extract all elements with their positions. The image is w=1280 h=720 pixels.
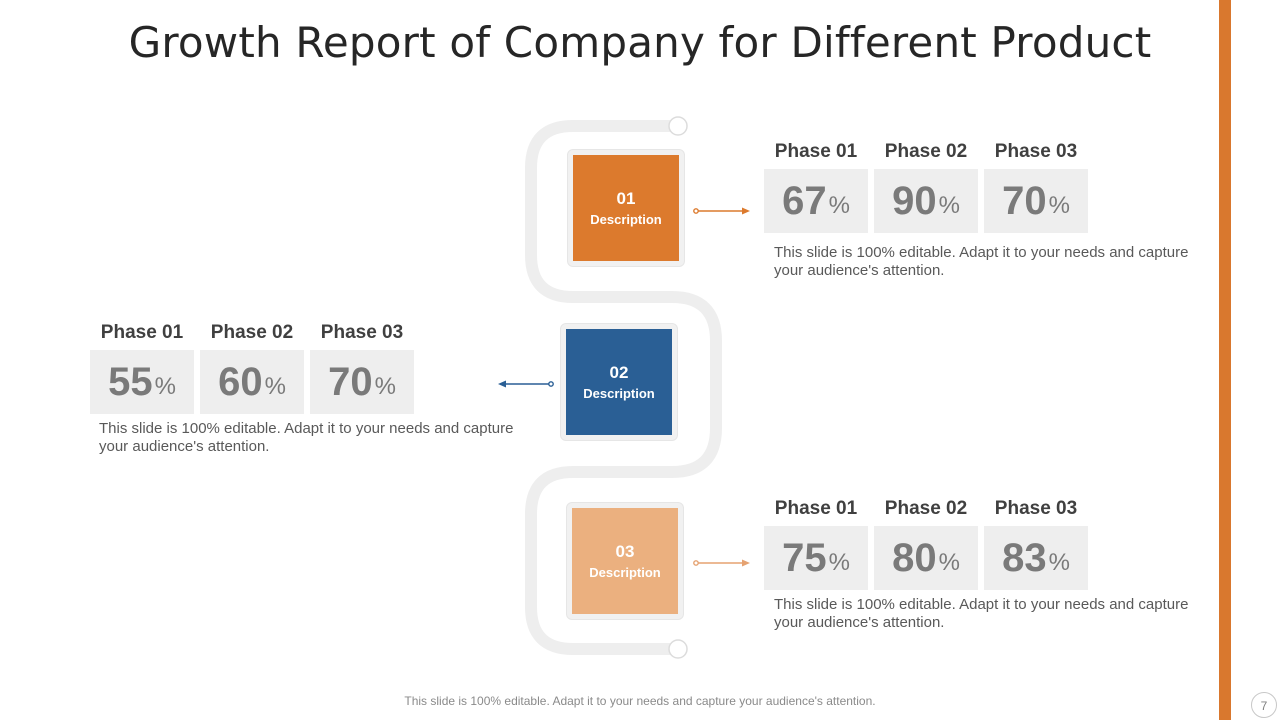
arrow-03 [693, 559, 750, 567]
phase-item: Phase 02 60% [200, 322, 304, 414]
arrow-02 [498, 380, 554, 388]
phase-label: Phase 02 [884, 141, 968, 162]
card-03: 03 Description [567, 503, 683, 619]
phase-label: Phase 01 [774, 141, 858, 162]
phase-item: Phase 02 90% [874, 141, 978, 233]
phase-value-box: 55% [90, 350, 194, 414]
phase-item: Phase 01 55% [90, 322, 194, 414]
phase-item: Phase 02 80% [874, 498, 978, 590]
phase-label: Phase 03 [320, 322, 404, 343]
phase-value: 67 [782, 178, 827, 223]
phase-unit: % [154, 373, 176, 400]
phase-unit: % [828, 549, 850, 576]
phase-value-box: 70% [310, 350, 414, 414]
card-02-number: 02 [609, 363, 629, 382]
phase-value-box: 70% [984, 169, 1088, 233]
phase-unit: % [374, 373, 396, 400]
accent-side-bar [1219, 0, 1231, 720]
phase-label: Phase 01 [100, 322, 184, 343]
phase-value: 75 [782, 535, 827, 580]
note-01: This slide is 100% editable. Adapt it to… [774, 244, 1189, 279]
page-number: 7 [1251, 692, 1277, 718]
note-03: This slide is 100% editable. Adapt it to… [774, 596, 1189, 631]
note-02: This slide is 100% editable. Adapt it to… [99, 420, 514, 455]
card-03-number: 03 [615, 542, 635, 561]
phase-unit: % [938, 549, 960, 576]
phase-value-box: 67% [764, 169, 868, 233]
phase-value: 70 [1002, 178, 1047, 223]
phase-label: Phase 02 [210, 322, 294, 343]
path-end-node [668, 639, 688, 659]
phase-unit: % [828, 192, 850, 219]
card-01: 01 Description [568, 150, 684, 266]
card-02: 02 Description [561, 324, 677, 440]
phase-label: Phase 02 [884, 498, 968, 519]
phase-unit: % [938, 192, 960, 219]
card-02-label: Description [583, 386, 655, 401]
phase-label: Phase 01 [774, 498, 858, 519]
phase-value: 80 [892, 535, 937, 580]
phase-item: Phase 03 83% [984, 498, 1088, 590]
phase-value: 70 [328, 359, 373, 404]
card-03-label: Description [589, 565, 661, 580]
phase-value-box: 90% [874, 169, 978, 233]
phase-value-box: 83% [984, 526, 1088, 590]
phase-label: Phase 03 [994, 498, 1078, 519]
phase-unit: % [264, 373, 286, 400]
phase-item: Phase 03 70% [310, 322, 414, 414]
phase-value-box: 80% [874, 526, 978, 590]
card-01-number: 01 [616, 189, 636, 208]
arrow-01 [693, 207, 750, 215]
slide-title: Growth Report of Company for Different P… [128, 18, 1152, 67]
phase-item: Phase 01 75% [764, 498, 868, 590]
card-01-label: Description [590, 212, 662, 227]
phase-item: Phase 03 70% [984, 141, 1088, 233]
phase-unit: % [1048, 192, 1070, 219]
phase-value: 60 [218, 359, 263, 404]
phase-value: 55 [108, 359, 153, 404]
phase-value: 90 [892, 178, 937, 223]
footer-note: This slide is 100% editable. Adapt it to… [404, 694, 876, 708]
phase-value-box: 75% [764, 526, 868, 590]
phase-unit: % [1048, 549, 1070, 576]
phase-item: Phase 01 67% [764, 141, 868, 233]
winding-path-line [525, 120, 722, 655]
path-start-node [668, 116, 688, 136]
phase-value-box: 60% [200, 350, 304, 414]
phase-value: 83 [1002, 535, 1047, 580]
phase-label: Phase 03 [994, 141, 1078, 162]
